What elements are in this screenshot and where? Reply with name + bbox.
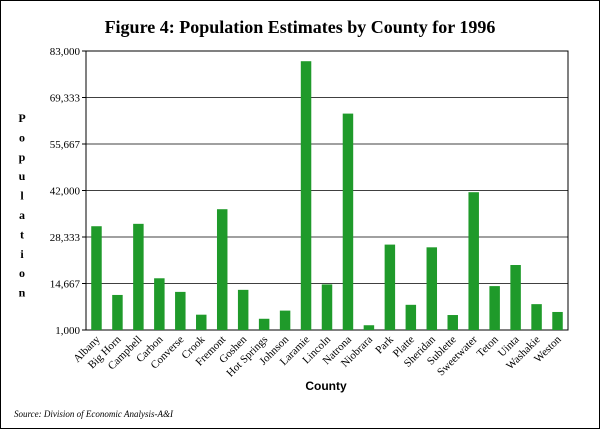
- bar-fremont: [216, 209, 228, 330]
- y-tick-label: 14,667: [50, 279, 81, 291]
- y-axis-label-letter: o: [19, 130, 25, 144]
- bar-park: [384, 244, 396, 330]
- bar-washakie: [531, 304, 542, 330]
- y-axis-label-letter: P: [18, 111, 25, 125]
- bar-sheridan: [426, 247, 438, 330]
- y-axis-label: Population: [18, 111, 25, 300]
- y-tick-label: 83,000: [50, 46, 81, 58]
- y-axis-label-letter: t: [20, 227, 24, 241]
- y-axis-label-letter: i: [20, 247, 24, 261]
- bar-platte: [405, 304, 417, 330]
- bar-sweetwater: [468, 192, 479, 330]
- y-tick-label: 69,333: [50, 93, 81, 105]
- bar-carbon: [154, 278, 165, 330]
- y-axis-label-letter: n: [19, 286, 26, 300]
- bar-albany: [91, 226, 102, 330]
- y-axis-label-letter: u: [19, 169, 26, 183]
- bar-natrona: [342, 113, 354, 330]
- source-note: Source: Division of Economic Analysis-A&…: [14, 409, 174, 419]
- bar-converse: [175, 291, 186, 330]
- y-axis-label-letter: l: [20, 189, 24, 203]
- bar-goshen: [237, 289, 249, 330]
- y-tick-label: 55,667: [50, 139, 81, 151]
- bar-niobrara: [363, 325, 375, 330]
- bar-laramie: [300, 61, 312, 331]
- bar-teton: [489, 286, 500, 330]
- bar-johnson: [279, 310, 291, 330]
- chart-title: Figure 4: Population Estimates by County…: [105, 17, 496, 37]
- x-axis-label: County: [305, 379, 347, 393]
- x-tick-label: Teton: [475, 333, 501, 359]
- y-tick-label: 1,000: [55, 325, 80, 337]
- bar-crook: [196, 314, 207, 330]
- bar-big-horn: [112, 294, 123, 330]
- bar-lincoln: [321, 284, 333, 330]
- y-axis-label-letter: p: [19, 150, 26, 164]
- y-tick-label: 28,333: [50, 232, 81, 244]
- y-axis-label-letter: a: [19, 208, 25, 222]
- bar-campbell: [133, 223, 144, 330]
- gridlines: [86, 97, 568, 284]
- bar-sublette: [447, 315, 458, 330]
- bars: [91, 61, 563, 331]
- y-axis-label-letter: o: [19, 266, 25, 280]
- bar-weston: [552, 311, 563, 330]
- bar-hot-springs: [258, 318, 270, 330]
- y-axis-ticks: 1,000 14,667 28,333 42,000 55,667 69,333 83,00…: [50, 46, 86, 337]
- bar-uinta: [510, 265, 521, 330]
- y-tick-label: 42,000: [50, 186, 81, 198]
